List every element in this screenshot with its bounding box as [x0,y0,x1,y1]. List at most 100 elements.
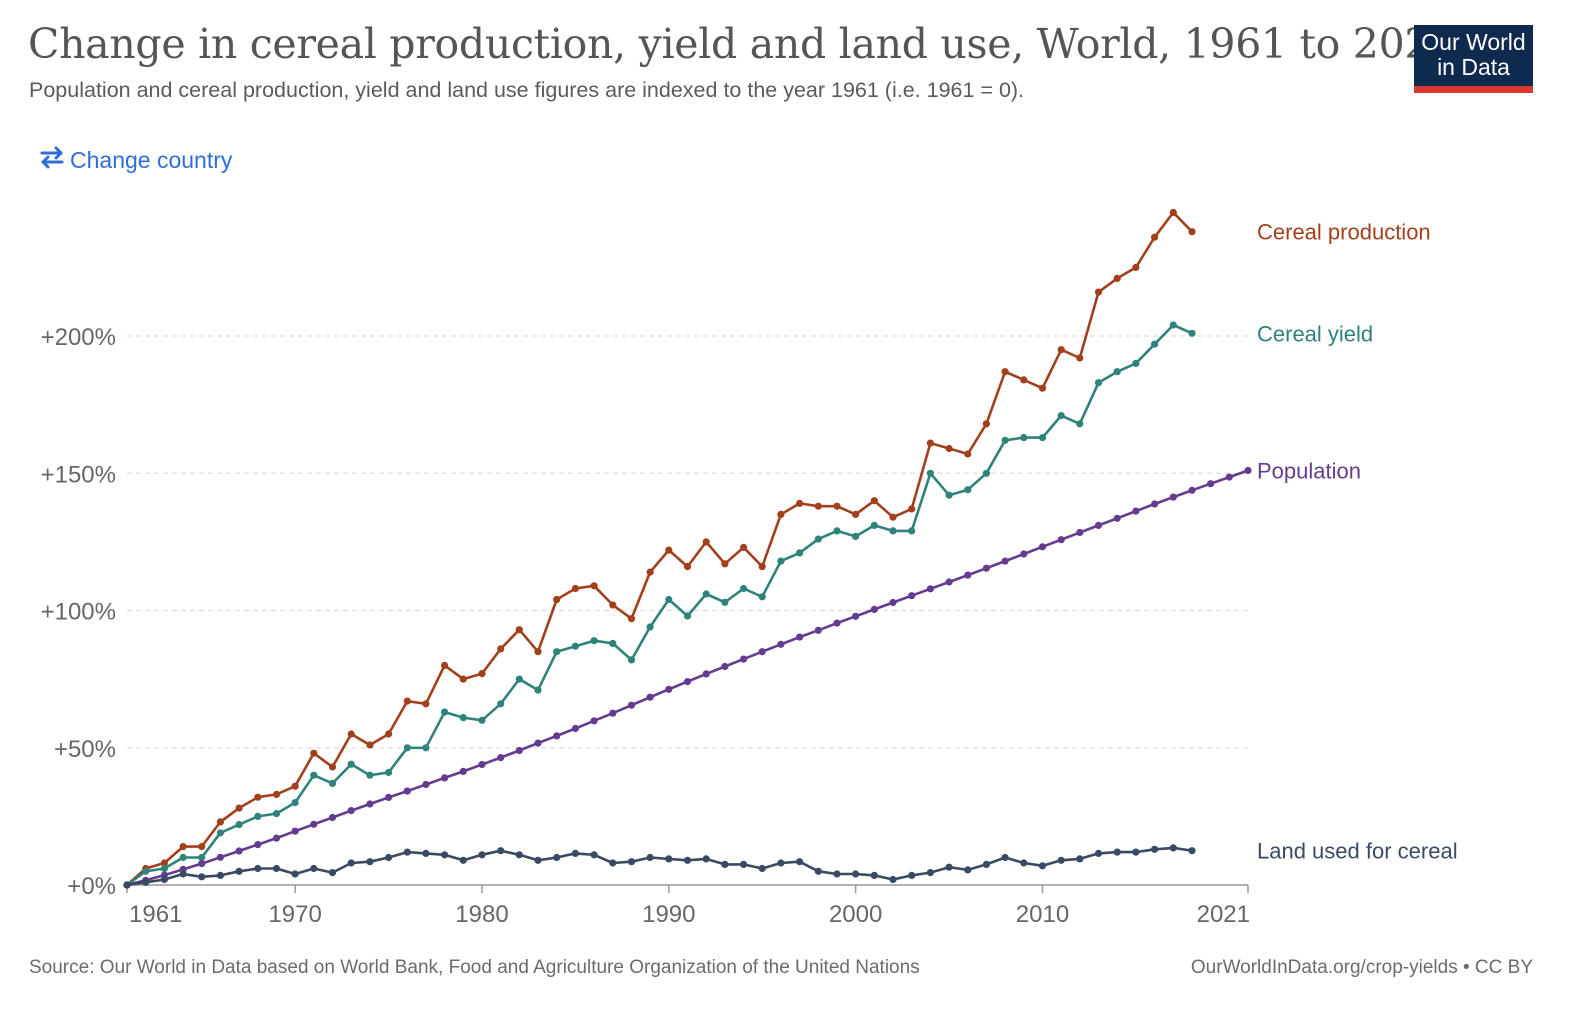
data-point[interactable] [571,642,580,650]
data-point[interactable] [1076,528,1084,537]
data-point[interactable] [702,855,710,863]
data-point[interactable] [1020,376,1028,384]
data-point[interactable] [478,670,486,678]
data-point[interactable] [590,851,598,859]
data-point[interactable] [497,700,505,708]
data-point[interactable] [198,873,206,881]
data-point[interactable] [1151,340,1159,348]
data-point[interactable] [1132,359,1140,367]
data-point[interactable] [497,645,505,653]
data-point[interactable] [515,626,523,634]
data-point[interactable] [422,849,430,858]
data-point[interactable] [945,863,953,871]
data-point[interactable] [646,623,654,631]
data-point[interactable] [945,578,953,586]
data-point[interactable] [441,661,449,670]
data-point[interactable] [459,714,467,722]
data-point[interactable] [926,869,935,877]
data-point[interactable] [702,670,710,678]
data-point[interactable] [1244,466,1252,475]
data-point[interactable] [310,749,318,757]
data-point[interactable] [272,864,281,873]
data-point[interactable] [179,870,187,878]
data-point[interactable] [1169,321,1177,329]
data-point[interactable] [403,848,411,856]
data-point[interactable] [590,582,598,590]
data-point[interactable] [740,860,748,869]
data-point[interactable] [1001,436,1009,444]
data-point[interactable] [160,875,168,884]
data-point[interactable] [291,870,299,878]
data-point[interactable] [870,871,878,880]
data-point[interactable] [777,510,785,518]
data-point[interactable] [814,867,822,875]
data-point[interactable] [627,701,636,709]
data-point[interactable] [926,585,935,593]
data-point[interactable] [796,549,804,557]
data-point[interactable] [889,527,897,535]
data-point[interactable] [216,818,224,826]
data-point[interactable] [1076,855,1084,863]
data-point[interactable] [721,560,729,568]
data-point[interactable] [945,444,953,453]
data-point[interactable] [235,867,243,875]
data-point[interactable] [1020,859,1028,867]
data-point[interactable] [758,648,766,656]
data-point[interactable] [441,708,449,716]
data-point[interactable] [721,598,729,606]
data-point[interactable] [964,450,972,458]
data-point[interactable] [833,870,841,878]
data-point[interactable] [497,754,505,762]
data-point[interactable] [627,656,636,664]
data-point[interactable] [1132,507,1140,515]
data-point[interactable] [721,860,729,869]
data-point[interactable] [758,563,766,571]
data-point[interactable] [1001,853,1009,862]
data-point[interactable] [665,685,673,693]
data-point[interactable] [272,834,281,842]
data-point[interactable] [683,612,692,620]
data-point[interactable] [235,804,243,812]
data-point[interactable] [870,497,878,505]
data-point[interactable] [478,851,486,859]
data-point[interactable] [553,595,561,604]
data-point[interactable] [590,637,598,645]
data-point[interactable] [385,853,393,862]
data-point[interactable] [908,871,916,880]
data-point[interactable] [1132,848,1140,856]
data-point[interactable] [852,612,860,620]
data-point[interactable] [235,821,243,829]
data-point[interactable] [310,864,318,873]
data-point[interactable] [982,860,991,869]
data-point[interactable] [1094,849,1103,858]
data-point[interactable] [385,793,393,802]
data-point[interactable] [403,744,411,752]
data-point[interactable] [852,870,860,878]
data-point[interactable] [945,491,953,499]
data-point[interactable] [833,527,841,535]
data-point[interactable] [459,675,467,683]
data-point[interactable] [627,858,636,866]
data-point[interactable] [964,571,972,579]
data-point[interactable] [160,864,168,873]
data-point[interactable] [1057,412,1065,420]
data-point[interactable] [964,866,972,874]
data-point[interactable] [291,827,299,835]
data-point[interactable] [702,590,710,598]
data-point[interactable] [590,717,598,725]
data-point[interactable] [459,856,467,864]
data-point[interactable] [142,878,150,886]
data-point[interactable] [982,420,991,428]
data-point[interactable] [796,499,804,507]
data-point[interactable] [1076,354,1084,362]
data-point[interactable] [665,546,673,554]
data-point[interactable] [1113,848,1121,856]
data-point[interactable] [1169,493,1177,501]
data-point[interactable] [553,648,561,656]
data-point[interactable] [646,568,654,576]
data-point[interactable] [478,760,486,769]
data-point[interactable] [740,584,748,593]
data-point[interactable] [216,829,224,837]
data-point[interactable] [553,853,561,862]
data-point[interactable] [833,619,841,627]
